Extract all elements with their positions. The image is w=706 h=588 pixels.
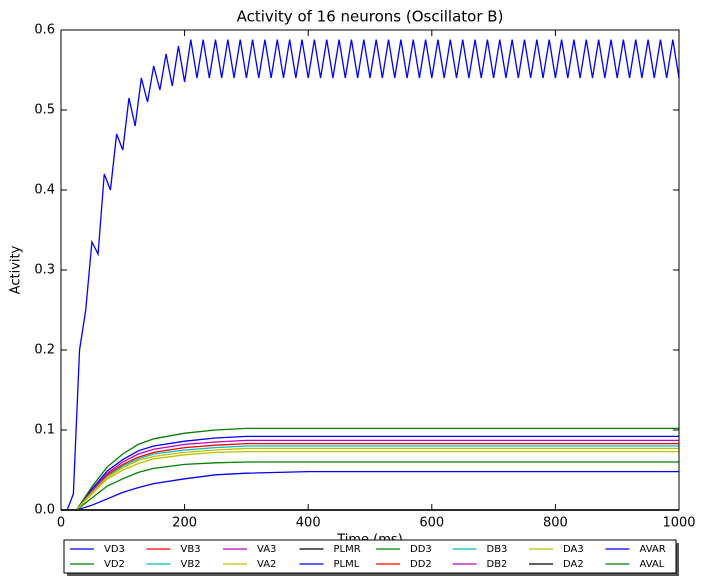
x-tick-label: 0 — [57, 516, 65, 531]
legend-label: VA3 — [257, 544, 276, 555]
x-tick-label: 600 — [419, 516, 444, 531]
x-tick-label: 200 — [172, 516, 197, 531]
y-tick-label: 0.3 — [34, 263, 55, 278]
x-tick-label: 800 — [543, 516, 568, 531]
plot-frame — [60, 29, 680, 511]
legend-label: DA3 — [563, 544, 584, 555]
y-tick-label: 0.2 — [34, 343, 55, 358]
series-line — [61, 439, 679, 511]
y-tick-label: 0.0 — [34, 503, 55, 518]
legend-label: PLML — [334, 559, 360, 570]
y-tick-label: 0.5 — [34, 103, 55, 118]
legend-label: DB2 — [487, 559, 508, 570]
legend-label: AVAL — [640, 559, 665, 570]
legend-label: DD2 — [410, 559, 432, 570]
chart-title: Activity of 16 neurons (Oscillator B) — [237, 8, 504, 26]
series-line — [61, 470, 679, 511]
legend-label: VB2 — [181, 559, 201, 570]
series-line — [61, 450, 679, 511]
y-tick-label: 0.1 — [34, 423, 55, 438]
y-tick-label: 0.4 — [34, 183, 55, 198]
x-tick-label: 1000 — [662, 516, 695, 531]
series-line — [61, 442, 679, 511]
x-tick-label: 400 — [296, 516, 321, 531]
legend-label: VD3 — [104, 544, 125, 555]
y-axis-label: Activity — [9, 245, 24, 294]
legend-label: DA2 — [563, 559, 584, 570]
legend-box — [63, 539, 677, 574]
legend: VD3 VD2 VB3 VB2 VA3 VA2 PLMR PLML DD3 DD2 DB3 DB2 DA… — [63, 539, 679, 576]
y-tick-label: 0.6 — [34, 23, 55, 38]
legend-label: DB3 — [487, 544, 508, 555]
series-line — [61, 39, 680, 511]
series-line — [61, 427, 679, 511]
legend-label: DD3 — [410, 544, 432, 555]
legend-label: PLMR — [334, 544, 361, 555]
series-line — [61, 445, 679, 511]
series-line — [61, 435, 679, 511]
series-line — [61, 461, 679, 511]
series-line — [61, 447, 679, 511]
legend-label: VB3 — [181, 544, 201, 555]
legend-label: VA2 — [257, 559, 276, 570]
legend-label: VD2 — [104, 559, 125, 570]
legend-label: AVAR — [640, 544, 666, 555]
